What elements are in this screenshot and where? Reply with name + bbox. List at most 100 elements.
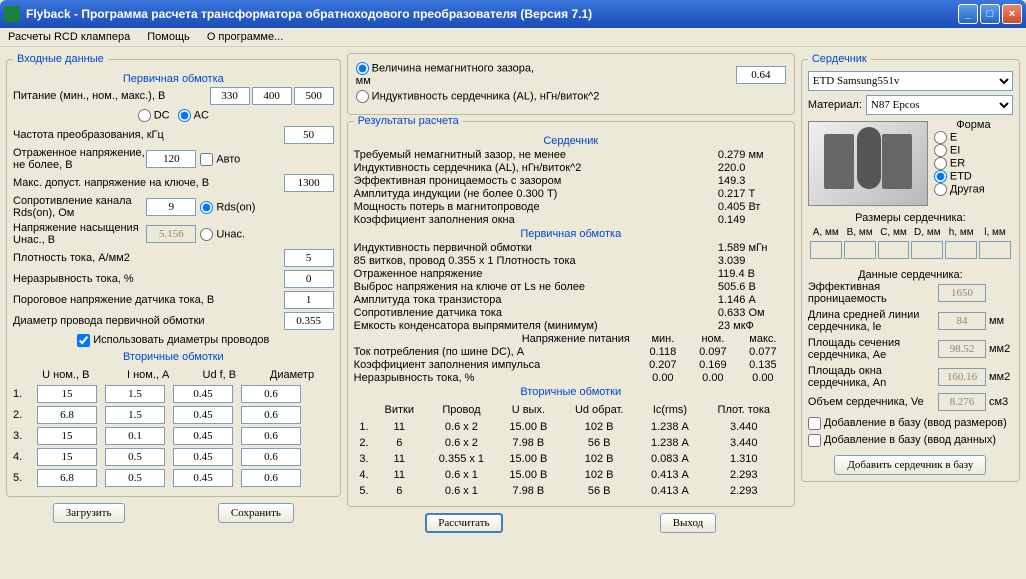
maxsw-input[interactable]: [284, 174, 334, 192]
app-icon: [4, 6, 20, 22]
menu-rcd[interactable]: Расчеты RCD клампера: [8, 31, 130, 43]
sec-row-3: 3.: [13, 427, 334, 445]
exit-button[interactable]: Выход: [660, 513, 717, 533]
rdson-radio[interactable]: Rds(on): [200, 201, 333, 214]
wiredia-input[interactable]: [284, 312, 334, 330]
shape-e-radio[interactable]: E: [934, 131, 1013, 144]
sec-d-5[interactable]: [241, 469, 301, 487]
dc-radio[interactable]: DC: [138, 109, 170, 122]
refl-input[interactable]: [146, 150, 196, 168]
sec-ud-2[interactable]: [173, 406, 233, 424]
add-core-button[interactable]: Добавить сердечник в базу: [834, 455, 986, 475]
menu-bar: Расчеты RCD клампера Помощь О программе.…: [0, 28, 1026, 47]
material-label: Материал:: [808, 99, 862, 111]
menu-help[interactable]: Помощь: [147, 31, 190, 43]
sec-i-3[interactable]: [105, 427, 165, 445]
sec-u-1[interactable]: [37, 385, 97, 403]
perm-input: [938, 284, 986, 302]
unas-input: [146, 225, 196, 243]
sec-i-4[interactable]: [105, 448, 165, 466]
sec-i-1[interactable]: [105, 385, 165, 403]
dim-input: [878, 241, 910, 259]
primary-subtitle: Первичная обмотка: [13, 73, 334, 85]
sec-ud-3[interactable]: [173, 427, 233, 445]
sec-row-2: 2.: [13, 406, 334, 424]
add-data-checkbox[interactable]: Добавление в базу (ввод данных): [808, 434, 996, 446]
result-sec-row: 2.60.6 x 27.98 В56 В1.238 А3.440: [356, 436, 786, 450]
ac-radio[interactable]: AC: [178, 109, 209, 122]
dim-input: [911, 241, 943, 259]
unas-radio[interactable]: Uнас.: [200, 228, 333, 241]
close-button[interactable]: ×: [1002, 4, 1022, 24]
minimize-button[interactable]: _: [958, 4, 978, 24]
result-sec-row: 1.110.6 x 215.00 В102 В1.238 А3.440: [356, 420, 786, 434]
ae-input: [938, 340, 986, 358]
dims-table: A, ммB, ммC, ммD, ммh, ммl, мм: [808, 224, 1013, 261]
usedia-checkbox[interactable]: Использовать диаметры проводов: [77, 334, 269, 346]
save-button[interactable]: Сохранить: [218, 503, 294, 523]
dim-input: [844, 241, 876, 259]
freq-input[interactable]: [284, 126, 334, 144]
sec-u-5[interactable]: [37, 469, 97, 487]
coredata-title: Данные сердечника:: [808, 269, 1013, 281]
supply-label: Питание (мин., ном., макс.), В: [13, 90, 210, 102]
thresh-label: Пороговое напряжение датчика тока, В: [13, 294, 284, 306]
ripple-label: Неразрывность тока, %: [13, 273, 284, 285]
core-results-title: Сердечник: [354, 135, 788, 147]
thresh-input[interactable]: [284, 291, 334, 309]
sec-d-2[interactable]: [241, 406, 301, 424]
sec-ud-4[interactable]: [173, 448, 233, 466]
supply-min-input[interactable]: [210, 87, 250, 105]
sec-i-5[interactable]: [105, 469, 165, 487]
rds-input[interactable]: [146, 198, 196, 216]
sec-ud-1[interactable]: [173, 385, 233, 403]
sec-u-4[interactable]: [37, 448, 97, 466]
load-button[interactable]: Загрузить: [53, 503, 125, 523]
sec-u-2[interactable]: [37, 406, 97, 424]
sec-u-3[interactable]: [37, 427, 97, 445]
core-image: [808, 121, 928, 206]
le-input: [938, 312, 986, 330]
curdens-label: Плотность тока, А/мм2: [13, 252, 284, 264]
core-select[interactable]: ETD Samsung551v: [808, 71, 1013, 91]
auto-checkbox[interactable]: Авто: [200, 153, 333, 166]
freq-label: Частота преобразования, кГц: [13, 129, 284, 141]
sec-d-4[interactable]: [241, 448, 301, 466]
supply-max-input[interactable]: [294, 87, 334, 105]
maxsw-label: Макс. допуст. напряжение на ключе, В: [13, 177, 284, 189]
shape-ei-radio[interactable]: EI: [934, 144, 1013, 157]
sec-ud-5[interactable]: [173, 469, 233, 487]
result-sec-row: 4.110.6 x 115.00 В102 В0.413 А2.293: [356, 468, 786, 482]
sec-d-1[interactable]: [241, 385, 301, 403]
shape-er-radio[interactable]: ER: [934, 157, 1013, 170]
maximize-button[interactable]: □: [980, 4, 1000, 24]
gap-opt1-radio[interactable]: Величина немагнитного зазора, мм: [356, 62, 546, 87]
results-title: Результаты расчета: [354, 115, 463, 127]
sec-results-table: ВиткиПроводU вых.Ud обрат.Ic(rms)Плот. т…: [354, 400, 788, 500]
gap-value-input[interactable]: [736, 66, 786, 84]
calculate-button[interactable]: Рассчитать: [425, 513, 502, 533]
dim-input: [979, 241, 1011, 259]
sec-i-2[interactable]: [105, 406, 165, 424]
secondary-subtitle: Вторичные обмотки: [13, 351, 334, 363]
dim-input: [810, 241, 842, 259]
secondary-table: U ном., ВI ном., АUd f, BДиаметр: [13, 365, 334, 385]
sec-row-4: 4.: [13, 448, 334, 466]
wiredia-label: Диаметр провода первичной обмотки: [13, 315, 284, 327]
shape-etd-radio[interactable]: ETD: [934, 170, 1013, 183]
gap-opt2-radio[interactable]: Индуктивность сердечника (AL), нГн/виток…: [356, 90, 786, 103]
prim-results-title: Первичная обмотка: [354, 228, 788, 240]
sec-row-5: 5.: [13, 469, 334, 487]
menu-about[interactable]: О программе...: [207, 31, 283, 43]
window-title: Flyback - Программа расчета трансформато…: [26, 7, 958, 21]
core-panel-title: Сердечник: [808, 53, 871, 65]
ripple-input[interactable]: [284, 270, 334, 288]
result-sec-row: 5.60.6 x 17.98 В56 В0.413 А2.293: [356, 484, 786, 498]
shape-другая-radio[interactable]: Другая: [934, 183, 1013, 196]
material-select[interactable]: N87 Epcos: [866, 95, 1013, 115]
refl-label: Отраженное напряжение, не более, В: [13, 147, 146, 171]
supply-nom-input[interactable]: [252, 87, 292, 105]
curdens-input[interactable]: [284, 249, 334, 267]
add-dims-checkbox[interactable]: Добавление в базу (ввод размеров): [808, 417, 1007, 429]
sec-d-3[interactable]: [241, 427, 301, 445]
